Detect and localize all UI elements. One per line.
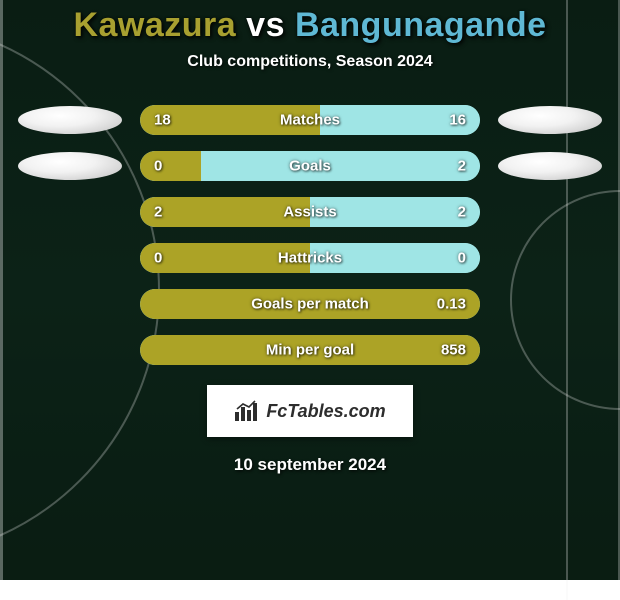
stat-label: Goals: [289, 158, 331, 175]
player2-badge: [498, 106, 602, 134]
stat-value-right: 2: [458, 158, 466, 175]
stat-value-left: 2: [154, 204, 162, 221]
stat-label: Hattricks: [278, 250, 342, 267]
stat-value-left: 0: [154, 250, 162, 267]
stat-bar: 2 2 Assists: [140, 197, 480, 227]
stat-label: Min per goal: [266, 342, 354, 359]
comparison-title: Kawazura vs Bangunagande: [73, 6, 546, 45]
stat-rows: 18 16 Matches 0 2 Goals 2 2 Assists 0 0 Hattricks 0.…: [18, 105, 602, 381]
stat-value-left: 0: [154, 158, 162, 175]
stat-bar: 0.13 Goals per match: [140, 289, 480, 319]
stat-bar: 18 16 Matches: [140, 105, 480, 135]
subtitle: Club competitions, Season 2024: [187, 53, 432, 71]
stat-row: 0.13 Goals per match: [18, 289, 602, 319]
stat-value-right: 0.13: [437, 296, 466, 313]
stat-bar: 0 2 Goals: [140, 151, 480, 181]
logo-text: FcTables.com: [266, 401, 385, 422]
fctables-logo: FcTables.com: [207, 385, 413, 437]
stat-value-right: 858: [441, 342, 466, 359]
bar-fill-left: [140, 151, 201, 181]
stat-value-right: 0: [458, 250, 466, 267]
stat-value-right: 16: [449, 112, 466, 129]
stat-label: Assists: [283, 204, 336, 221]
stat-label: Goals per match: [251, 296, 369, 313]
date-text: 10 september 2024: [234, 455, 386, 475]
player1-badge: [18, 106, 122, 134]
player2-badge: [498, 152, 602, 180]
stat-bar: 0 0 Hattricks: [140, 243, 480, 273]
stat-row: 0 2 Goals: [18, 151, 602, 181]
stat-row: 2 2 Assists: [18, 197, 602, 227]
stat-row: 858 Min per goal: [18, 335, 602, 365]
stat-value-right: 2: [458, 204, 466, 221]
stat-row: 0 0 Hattricks: [18, 243, 602, 273]
player1-name: Kawazura: [73, 6, 236, 44]
bar-fill-right: [201, 151, 480, 181]
player1-badge: [18, 152, 122, 180]
stat-value-left: 18: [154, 112, 171, 129]
stat-bar: 858 Min per goal: [140, 335, 480, 365]
chart-icon: [234, 400, 260, 422]
vs-text: vs: [246, 6, 285, 44]
stat-label: Matches: [280, 112, 340, 129]
stat-row: 18 16 Matches: [18, 105, 602, 135]
player2-name: Bangunagande: [295, 6, 547, 44]
